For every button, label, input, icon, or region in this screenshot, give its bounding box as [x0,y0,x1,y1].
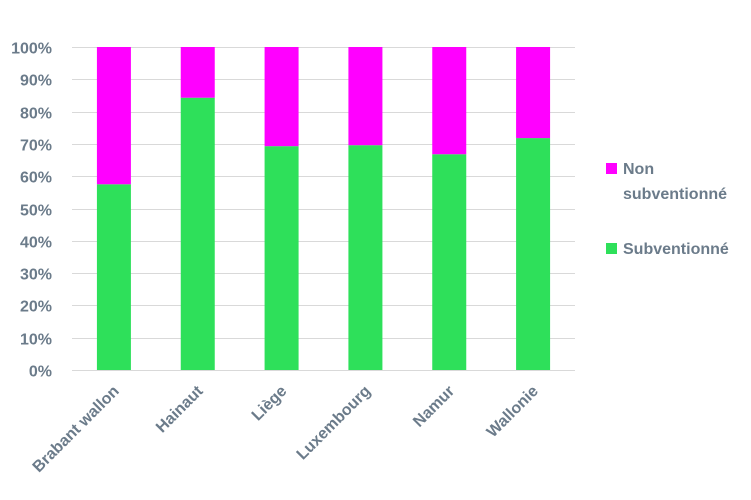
y-axis-tick-labels: 0% 10% 20% 30% 40% 50% 60% 70% 80% 90% 100% [11,41,52,381]
x-category-label: Hainaut [153,382,207,436]
bar-segment [432,154,467,370]
bar-segment [348,47,383,146]
bar-segment [180,97,215,370]
y-tick-label: 100% [11,41,52,58]
legend-swatch [606,243,617,254]
y-tick-label: 30% [20,267,52,284]
x-category-label: Brabant wallon [30,383,123,476]
legend-swatch [606,163,617,174]
bar-segment [264,146,299,370]
legend-label: Non [623,161,654,178]
y-tick-label: 50% [20,203,52,220]
gridlines [72,47,575,371]
bar-segment [432,47,467,155]
y-tick-label: 20% [20,299,52,316]
y-tick-label: 10% [20,332,52,349]
bar-segment [264,47,299,147]
x-category-label: Luxembourg [294,383,375,464]
legend: Non subventionné Subventionné [606,161,729,258]
bars [96,47,551,370]
x-category-label: Liège [249,383,291,425]
y-tick-label: 0% [29,364,52,381]
y-tick-label: 60% [20,170,52,187]
bar-segment [180,47,215,98]
y-tick-label: 70% [20,138,52,155]
x-category-label: Wallonie [484,383,542,441]
bar-segment [96,47,131,185]
bar-segment [96,184,131,370]
y-tick-label: 40% [20,235,52,252]
x-axis-category-labels: Brabant wallon Hainaut Liège Luxembourg Namu… [30,382,542,476]
bar-segment [516,138,551,370]
bar-segment [516,47,551,139]
bar-segment [348,145,383,370]
y-tick-label: 90% [20,73,52,90]
legend-label: subventionné [623,186,727,203]
y-tick-label: 80% [20,106,52,123]
legend-label: Subventionné [623,241,729,258]
x-category-label: Namur [410,383,458,431]
